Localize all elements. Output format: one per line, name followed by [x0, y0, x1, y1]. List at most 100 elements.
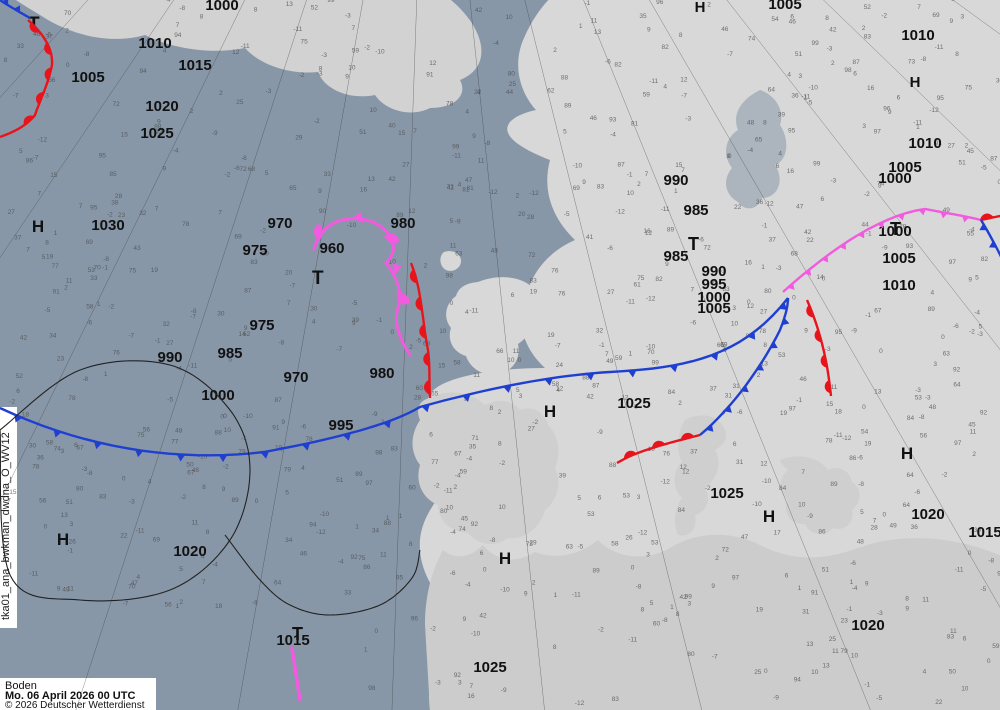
svg-text:3: 3 — [862, 123, 866, 130]
svg-text:1: 1 — [399, 513, 403, 520]
svg-text:77: 77 — [52, 263, 60, 270]
svg-text:-5: -5 — [45, 307, 51, 314]
svg-text:H: H — [695, 0, 706, 16]
svg-text:4: 4 — [556, 387, 560, 394]
svg-text:16: 16 — [467, 693, 475, 700]
svg-text:8: 8 — [553, 644, 557, 651]
svg-text:9: 9 — [318, 188, 322, 195]
svg-text:78: 78 — [182, 221, 190, 228]
svg-text:51: 51 — [959, 160, 967, 167]
svg-text:8: 8 — [955, 51, 959, 58]
svg-text:970: 970 — [283, 369, 308, 386]
svg-text:56: 56 — [920, 432, 928, 439]
svg-text:65: 65 — [431, 391, 439, 398]
svg-text:92: 92 — [953, 366, 961, 373]
svg-text:83: 83 — [250, 259, 258, 266]
svg-text:-11: -11 — [452, 152, 461, 159]
svg-text:4: 4 — [931, 290, 935, 297]
svg-text:98: 98 — [446, 273, 454, 280]
svg-text:9: 9 — [905, 605, 909, 612]
svg-text:11: 11 — [831, 384, 838, 391]
svg-text:28: 28 — [871, 525, 879, 532]
svg-text:0: 0 — [764, 668, 768, 675]
svg-text:2: 2 — [972, 451, 976, 458]
svg-text:-8: -8 — [662, 617, 668, 624]
svg-text:-3: -3 — [977, 331, 983, 338]
svg-text:995: 995 — [328, 417, 353, 434]
svg-text:76: 76 — [558, 291, 566, 298]
svg-text:11: 11 — [473, 372, 480, 379]
svg-text:2: 2 — [831, 60, 835, 67]
svg-text:0: 0 — [951, 0, 955, 3]
svg-text:-10: -10 — [500, 587, 510, 594]
svg-text:11: 11 — [832, 648, 839, 655]
svg-text:9: 9 — [57, 586, 61, 593]
svg-text:72: 72 — [240, 166, 248, 173]
svg-text:0: 0 — [518, 357, 522, 364]
svg-text:28: 28 — [527, 214, 535, 221]
svg-text:94: 94 — [140, 68, 148, 75]
svg-text:97: 97 — [789, 405, 797, 412]
svg-text:64: 64 — [274, 580, 282, 587]
svg-text:32: 32 — [596, 327, 604, 334]
svg-text:3: 3 — [519, 393, 523, 400]
svg-text:-12: -12 — [842, 435, 852, 442]
svg-text:13: 13 — [822, 663, 830, 670]
svg-text:1020: 1020 — [851, 617, 884, 634]
svg-text:53: 53 — [88, 267, 96, 274]
svg-text:10: 10 — [811, 669, 819, 676]
svg-text:-2: -2 — [434, 483, 440, 490]
svg-text:20: 20 — [285, 270, 293, 277]
svg-text:11: 11 — [922, 597, 929, 604]
svg-text:-1: -1 — [796, 397, 802, 404]
svg-text:40: 40 — [388, 123, 396, 130]
svg-text:55: 55 — [967, 230, 975, 237]
svg-text:12: 12 — [680, 464, 688, 471]
svg-text:53: 53 — [623, 493, 631, 500]
svg-text:98: 98 — [844, 67, 852, 74]
svg-text:78: 78 — [32, 464, 40, 471]
svg-text:63: 63 — [455, 251, 463, 258]
svg-text:-2: -2 — [9, 398, 15, 405]
svg-text:1025: 1025 — [710, 485, 743, 502]
svg-text:27: 27 — [402, 161, 410, 168]
svg-text:80: 80 — [508, 71, 516, 78]
svg-text:-5: -5 — [352, 300, 358, 307]
svg-text:2: 2 — [454, 484, 458, 491]
svg-text:985: 985 — [217, 345, 242, 362]
svg-text:-5: -5 — [167, 396, 173, 403]
svg-text:87: 87 — [592, 382, 600, 389]
svg-text:0: 0 — [941, 334, 945, 341]
svg-text:1005: 1005 — [697, 300, 730, 317]
svg-text:6: 6 — [480, 550, 484, 557]
svg-text:92: 92 — [471, 521, 479, 528]
svg-text:-3: -3 — [345, 12, 351, 19]
svg-text:7: 7 — [917, 4, 921, 11]
svg-text:-1: -1 — [866, 231, 872, 238]
svg-text:89: 89 — [593, 567, 601, 574]
svg-text:26: 26 — [625, 535, 633, 542]
svg-text:76: 76 — [663, 451, 671, 458]
svg-text:48: 48 — [929, 404, 937, 411]
svg-text:54: 54 — [861, 428, 869, 435]
svg-text:-4: -4 — [493, 40, 499, 47]
svg-text:-4: -4 — [173, 147, 179, 154]
svg-text:1025: 1025 — [473, 659, 506, 676]
svg-text:-3: -3 — [685, 115, 691, 122]
svg-text:11: 11 — [591, 18, 598, 25]
svg-text:25: 25 — [236, 99, 244, 106]
svg-text:67: 67 — [874, 308, 882, 315]
svg-text:1: 1 — [104, 371, 108, 378]
svg-text:-10: -10 — [471, 630, 481, 637]
svg-text:50: 50 — [949, 669, 957, 676]
svg-text:-2: -2 — [864, 191, 870, 198]
svg-text:73: 73 — [908, 59, 916, 66]
svg-text:11: 11 — [513, 348, 520, 355]
svg-text:8: 8 — [763, 342, 767, 349]
svg-text:-2: -2 — [260, 227, 266, 234]
svg-text:94: 94 — [794, 677, 802, 684]
svg-text:42: 42 — [388, 176, 396, 183]
svg-text:52: 52 — [864, 4, 872, 11]
svg-text:30: 30 — [217, 311, 225, 318]
svg-text:99: 99 — [652, 359, 660, 366]
